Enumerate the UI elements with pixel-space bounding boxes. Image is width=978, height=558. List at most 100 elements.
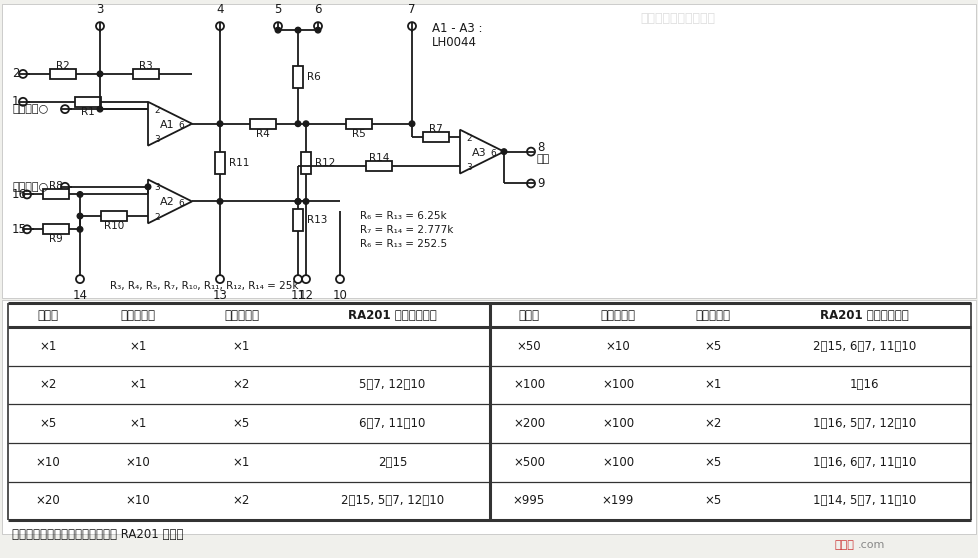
Text: 1～14, 5～7, 11～10: 1～14, 5～7, 11～10 [812, 494, 915, 507]
Circle shape [295, 199, 300, 204]
Circle shape [97, 107, 103, 112]
Text: RA201 上的管脚跨接: RA201 上的管脚跨接 [348, 310, 436, 323]
Text: 2～15, 5～7, 12～10: 2～15, 5～7, 12～10 [340, 494, 444, 507]
Text: ×995: ×995 [512, 494, 545, 507]
Circle shape [501, 149, 507, 155]
Text: 输入级增益: 输入级增益 [120, 310, 156, 323]
Circle shape [409, 121, 415, 127]
Text: ×100: ×100 [601, 456, 634, 469]
Text: 5～7, 12～10: 5～7, 12～10 [359, 378, 425, 391]
Text: LH0044: LH0044 [431, 36, 476, 49]
Text: 注：电阻为美国国家半导体公司的 RA201 阵列。: 注：电阻为美国国家半导体公司的 RA201 阵列。 [12, 528, 183, 541]
Text: 16: 16 [12, 188, 27, 201]
Text: ×1: ×1 [39, 340, 57, 353]
Text: R7: R7 [428, 124, 442, 134]
Text: 2: 2 [154, 105, 159, 114]
Circle shape [217, 199, 223, 204]
Text: ×500: ×500 [512, 456, 545, 469]
Circle shape [97, 71, 103, 76]
Circle shape [77, 227, 83, 232]
Text: 2: 2 [12, 68, 20, 80]
Text: R₆ = R₁₃ = 6.25k: R₆ = R₁₃ = 6.25k [360, 211, 446, 222]
Text: 6: 6 [178, 121, 184, 130]
Text: ×10: ×10 [605, 340, 630, 353]
Text: R₆ = R₁₃ = 252.5: R₆ = R₁₃ = 252.5 [360, 239, 447, 249]
Circle shape [295, 27, 300, 33]
Text: R₃, R₄, R₅, R₇, R₁₀, R₁₁, R₁₂, R₁₄ = 25k: R₃, R₄, R₅, R₇, R₁₀, R₁₁, R₁₂, R₁₄ = 25k [110, 281, 298, 291]
Bar [42, 190, 68, 199]
Text: R3: R3 [139, 61, 153, 71]
Text: RA201 上的管脚跨接: RA201 上的管脚跨接 [820, 310, 908, 323]
Circle shape [295, 121, 300, 127]
Circle shape [315, 27, 321, 33]
Text: 9: 9 [537, 177, 544, 190]
Text: ×5: ×5 [703, 494, 721, 507]
Bar [300, 152, 311, 174]
Text: R14: R14 [369, 153, 389, 163]
Text: 10: 10 [333, 289, 347, 302]
Text: A3: A3 [471, 148, 486, 157]
Text: 6～7, 11～10: 6～7, 11～10 [359, 417, 425, 430]
Text: 1～16, 6～7, 11～10: 1～16, 6～7, 11～10 [812, 456, 915, 469]
Bar [101, 211, 127, 221]
Text: R13: R13 [307, 215, 327, 225]
Text: 2～15: 2～15 [378, 456, 407, 469]
Text: R2: R2 [56, 61, 69, 71]
Circle shape [77, 191, 83, 197]
Bar [42, 224, 68, 234]
Bar [366, 161, 391, 171]
Bar [345, 119, 372, 129]
Text: 1～16, 5～7, 12～10: 1～16, 5～7, 12～10 [812, 417, 915, 430]
Text: ×10: ×10 [125, 456, 151, 469]
Text: ×2: ×2 [233, 494, 250, 507]
Bar [422, 132, 449, 142]
Circle shape [145, 184, 151, 190]
Text: ×5: ×5 [39, 417, 57, 430]
Text: 6: 6 [178, 199, 184, 208]
Text: ×1: ×1 [233, 340, 250, 353]
Text: ×100: ×100 [601, 417, 634, 430]
Text: 输出级增益: 输出级增益 [694, 310, 730, 323]
Text: 总增益: 总增益 [37, 310, 59, 323]
Text: ×2: ×2 [703, 417, 721, 430]
Text: 2: 2 [154, 213, 159, 222]
Text: ×5: ×5 [703, 340, 721, 353]
Bar [50, 69, 75, 79]
Bar [133, 69, 158, 79]
Text: R6: R6 [307, 72, 321, 82]
Bar [2, 4, 975, 298]
Text: 3: 3 [96, 3, 104, 16]
Text: 3: 3 [154, 184, 159, 193]
Text: R11: R11 [229, 157, 249, 167]
Text: ×5: ×5 [233, 417, 249, 430]
Text: 3: 3 [154, 135, 159, 144]
Text: A1 - A3 :: A1 - A3 : [431, 22, 482, 35]
Text: R9: R9 [49, 234, 63, 244]
Text: 插线图: 插线图 [834, 540, 854, 550]
Text: 2～15, 6～7, 11～10: 2～15, 6～7, 11～10 [812, 340, 915, 353]
Text: ×1: ×1 [703, 378, 721, 391]
Text: 2: 2 [466, 133, 471, 142]
Text: 5: 5 [274, 3, 282, 16]
Text: 4: 4 [216, 3, 224, 16]
Text: 杭州络睭科技有限公司: 杭州络睭科技有限公司 [640, 12, 714, 25]
Text: R10: R10 [104, 221, 124, 231]
Text: ×1: ×1 [129, 340, 147, 353]
Text: 输出级增益: 输出级增益 [224, 310, 259, 323]
Text: R1: R1 [80, 107, 94, 117]
Text: 1: 1 [12, 95, 20, 108]
Text: R₇ = R₁₄ = 2.777k: R₇ = R₁₄ = 2.777k [360, 225, 453, 235]
Bar [2, 300, 975, 534]
Circle shape [295, 199, 300, 204]
Text: 1～16: 1～16 [849, 378, 878, 391]
Text: 13: 13 [212, 289, 227, 302]
Text: R12: R12 [315, 157, 335, 167]
Text: R4: R4 [256, 129, 270, 139]
Text: R8: R8 [49, 181, 63, 191]
Text: 15: 15 [12, 223, 26, 236]
Bar [249, 119, 276, 129]
Circle shape [275, 27, 281, 33]
Text: ×5: ×5 [703, 456, 721, 469]
Text: ×10: ×10 [125, 494, 151, 507]
Text: 同相输入○: 同相输入○ [12, 182, 48, 192]
